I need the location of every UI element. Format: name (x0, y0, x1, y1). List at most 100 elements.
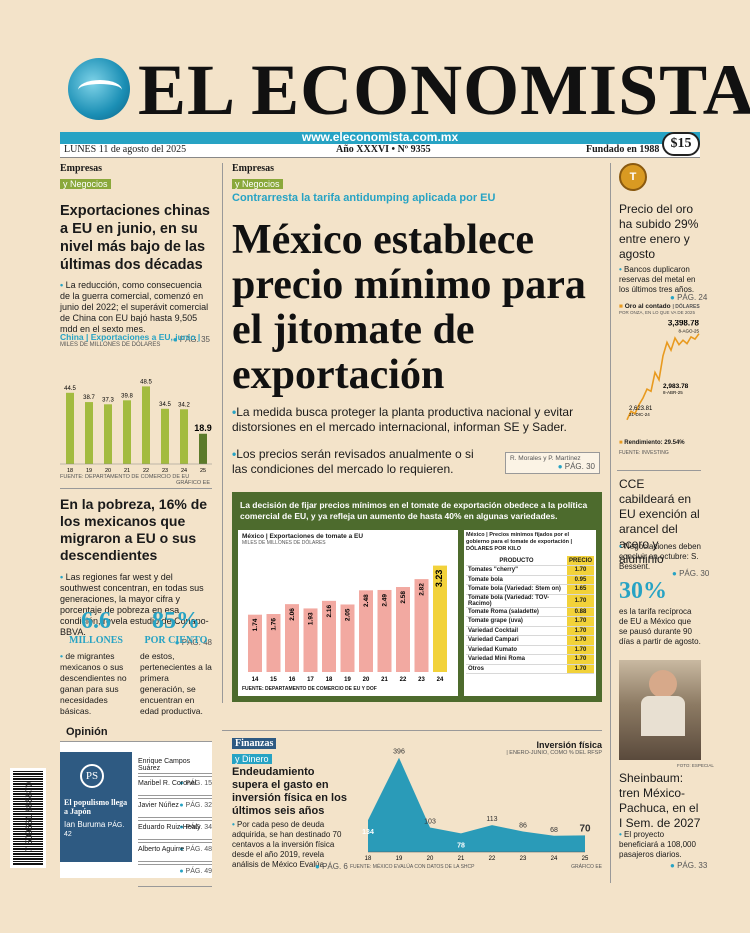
left-mid-story: En la pobreza, 16% de los mexicanos que … (60, 496, 212, 647)
issue-number: Año XXXVI • Nº 9355 (336, 144, 431, 155)
logo-icon (68, 58, 130, 120)
gold-line (626, 333, 700, 421)
story-headline[interactable]: Exportaciones chinas a EU en junio, en s… (60, 203, 210, 273)
gold-headline[interactable]: Precio del oro ha subido 29% entre enero… (619, 202, 699, 261)
tick-label: 18 (326, 677, 333, 683)
page-ref[interactable]: PÁG. 48 (60, 638, 212, 647)
main-kicker: Empresas y Negocios (232, 163, 283, 192)
cell-product: Variedad Kumato (466, 645, 567, 655)
price-badge: $15 (662, 132, 700, 156)
url-bar: www.eleconomista.com.mx (60, 130, 700, 144)
data-label: 2.58 (400, 591, 407, 604)
section-kicker-sub: y Negocios (60, 179, 111, 189)
bar (142, 386, 150, 464)
site-url[interactable]: www.eleconomista.com.mx (301, 130, 459, 144)
opinion-author: Ian Buruma PÁG. 42 (64, 820, 125, 838)
data-label: 8-ABR-25 (663, 390, 683, 395)
opinion-title: El populismo llega a Japón (64, 798, 128, 816)
data-label: 70 (579, 823, 591, 834)
tick-label: 21 (381, 677, 388, 683)
cell-product: Otros (466, 664, 567, 674)
story-headline[interactable]: En la pobreza, 16% de los mexicanos que … (60, 496, 208, 563)
data-label: 8-AGO-25 (678, 329, 699, 334)
chart-source-text: FUENTE: DEPARTAMENTO DE COMERCIO DE EU (60, 474, 190, 480)
data-label: 2,983.78 (663, 383, 689, 390)
chart-subtitle: | ENERO-JUNIO, COMO % DEL RFSP (506, 750, 602, 756)
tick-label: 20 (363, 677, 370, 683)
train-headline[interactable]: Sheinbaum: tren México-Pachuca, en el I … (619, 771, 701, 830)
opinion-featured[interactable]: PS El populismo llega a Japón Ian Buruma… (60, 752, 132, 862)
page-ref[interactable]: PÁG. 30 (510, 462, 595, 471)
section-kicker-sub: y Negocios (232, 179, 283, 189)
data-label: 3.23 (434, 570, 444, 588)
tick-label: 14 (252, 677, 259, 683)
bar (104, 404, 112, 464)
bar (85, 402, 93, 464)
chart-title: México | Exportaciones de tomate a EU (242, 533, 364, 540)
tick-label: 17 (307, 677, 314, 683)
data-label: 2,623.81 (629, 406, 653, 412)
gold-chart-header: ■ Oro al contado | DÓLARES POR ONZA, EN … (619, 303, 700, 315)
data-label: 44.5 (64, 386, 76, 392)
opinion-item[interactable]: Enrique Campos SuárezPÁG. 15 (138, 752, 212, 799)
info-row: LUNES 11 de agosto del 2025 Año XXXVI • … (60, 144, 700, 158)
infographic-intro: La decisión de fijar precios mínimos en … (240, 500, 588, 521)
tick-label: 15 (270, 677, 277, 683)
data-label: 2.06 (289, 608, 296, 621)
page-ref[interactable]: PÁG. 24 (670, 293, 707, 302)
cell-price: 1.65 (566, 584, 594, 595)
data-label: 113 (486, 816, 497, 823)
bar (199, 433, 207, 464)
area-series (368, 757, 585, 852)
table-row: Variedad Campari 1.70 (466, 635, 594, 646)
page-ref[interactable]: PÁG. 35 (60, 335, 210, 344)
data-label: 37.3 (102, 397, 114, 403)
bar (180, 409, 188, 464)
finanzas-headline[interactable]: Endeudamiento supera el gasto en inversi… (232, 766, 347, 817)
main-headline[interactable]: México establece precio mínimo para el j… (232, 217, 586, 398)
page-ref[interactable]: PÁG. 6 (315, 862, 348, 871)
tick-label: 20 (427, 856, 434, 860)
main-bullet-1: •La medida busca proteger la planta prod… (232, 405, 574, 434)
table-header-price: PRECIO (566, 556, 594, 566)
data-label: 1.76 (271, 618, 278, 631)
tick-label: 24 (551, 856, 558, 860)
tick-label: 19 (396, 856, 403, 860)
page-ref[interactable]: PÁG. 30 (672, 569, 709, 578)
story-bullet: La reducción, como consecuencia de la gu… (60, 280, 210, 335)
data-label: 2.48 (363, 594, 370, 607)
chart-title: China | Exportaciones a EU, junio | (60, 332, 201, 342)
data-label: 48.5 (140, 379, 152, 385)
sheinbaum-photo[interactable] (619, 660, 701, 760)
data-label: 1.93 (308, 612, 315, 625)
tick-label: 22 (400, 677, 407, 683)
cell-price: 1.70 (566, 635, 594, 646)
stat-label: POR CIENTO (144, 635, 208, 646)
data-label: 31-DIC-24 (629, 412, 650, 417)
cell-price: 1.70 (566, 645, 594, 655)
opinion-item[interactable]: Eduardo Ruiz-HealyPÁG. 48 (138, 818, 212, 865)
china-chart-header: China | Exportaciones a EU, junio | MILE… (60, 332, 210, 348)
byline: R. Morales y P. Martínez (510, 455, 581, 462)
tomato-exports-chart: 1.74 14 1.76 15 2.06 16 1.93 17 2.16 18 2.05 19 2.48… (248, 565, 447, 683)
main-bullet-2: •Los precios serán revisados anualmente … (232, 447, 474, 476)
cell-product: Tomate Roma (saladette) (466, 607, 567, 617)
cell-product: Tomate bola (466, 575, 567, 585)
cce-text: es la tarifa recíproca de EU a México qu… (619, 607, 701, 646)
stat-value: 6.6 (81, 608, 111, 634)
opinion-item[interactable]: Alberto AguirrePÁG. 49 (138, 840, 212, 887)
cell-price: 1.70 (566, 616, 594, 627)
chart-source: FUENTE: MÉXICO EVALÚA CON DATOS DE LA SH… (350, 864, 602, 870)
table-row: Tomates "cherry" 1.70 (466, 565, 594, 576)
tick-label: 22 (489, 856, 496, 860)
tick-label: 18 (365, 856, 372, 860)
section-kicker: Empresas (232, 163, 275, 174)
tick-label: 25 (200, 468, 206, 474)
page-ref[interactable]: PÁG. 33 (670, 861, 707, 870)
data-label: 18.9 (194, 423, 212, 433)
main-subhead: Contrarresta la tarifa antidumping aplic… (232, 192, 496, 204)
bar (396, 587, 410, 672)
tick-label: 20 (105, 468, 111, 474)
data-label: 2.82 (419, 583, 426, 596)
cell-price: 1.70 (566, 626, 594, 636)
